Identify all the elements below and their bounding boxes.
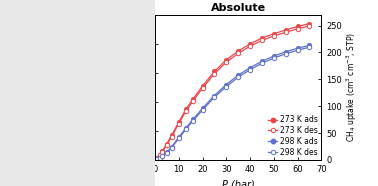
298 K ads bbox=[184, 127, 188, 129]
273 K ads bbox=[212, 70, 217, 73]
298 K des bbox=[169, 147, 174, 149]
Line: 273 K ads: 273 K ads bbox=[155, 21, 311, 160]
Y-axis label: CH$_4$ uptake (cm$^3$ g$^{-1}$, STP): CH$_4$ uptake (cm$^3$ g$^{-1}$, STP) bbox=[117, 36, 132, 139]
298 K ads bbox=[248, 67, 252, 69]
Y-axis label: CH$_4$ uptake (cm$^3$ cm$^{-3}$, STP): CH$_4$ uptake (cm$^3$ cm$^{-3}$, STP) bbox=[345, 32, 359, 142]
273 K ads bbox=[169, 134, 174, 136]
298 K des bbox=[284, 53, 288, 55]
273 K des bbox=[200, 87, 205, 89]
Line: 298 K ads: 298 K ads bbox=[155, 43, 311, 161]
298 K ads bbox=[164, 151, 169, 153]
Legend: 273 K ads, 273 K des, 298 K ads, 298 K des: 273 K ads, 273 K des, 298 K ads, 298 K d… bbox=[267, 114, 319, 158]
273 K des bbox=[177, 123, 181, 125]
298 K ads bbox=[236, 74, 240, 76]
298 K des bbox=[260, 62, 264, 65]
273 K des bbox=[160, 151, 164, 153]
X-axis label: P (bar): P (bar) bbox=[222, 179, 254, 186]
273 K ads bbox=[224, 59, 229, 61]
273 K ads bbox=[164, 143, 169, 145]
273 K des bbox=[307, 25, 312, 27]
273 K des bbox=[284, 31, 288, 33]
298 K des bbox=[160, 155, 164, 158]
273 K des bbox=[191, 100, 195, 102]
Title: Absolute: Absolute bbox=[211, 3, 266, 13]
273 K des bbox=[248, 45, 252, 47]
298 K ads bbox=[284, 51, 288, 53]
298 K des bbox=[155, 158, 160, 160]
298 K ads bbox=[191, 118, 195, 121]
273 K ads bbox=[200, 85, 205, 87]
298 K des bbox=[177, 137, 181, 140]
273 K ads bbox=[191, 98, 195, 100]
298 K des bbox=[158, 157, 162, 159]
273 K ads bbox=[155, 157, 160, 159]
298 K ads bbox=[158, 157, 162, 159]
273 K ads bbox=[307, 23, 312, 25]
Line: 273 K des: 273 K des bbox=[155, 24, 311, 160]
273 K des bbox=[224, 61, 229, 63]
273 K ads bbox=[271, 33, 276, 35]
298 K des bbox=[184, 128, 188, 130]
298 K des bbox=[191, 120, 195, 122]
273 K ads bbox=[160, 150, 164, 152]
298 K ads bbox=[295, 47, 300, 49]
298 K des bbox=[212, 96, 217, 98]
273 K ads bbox=[158, 154, 162, 156]
273 K des bbox=[295, 28, 300, 30]
298 K des bbox=[295, 49, 300, 51]
273 K des bbox=[164, 144, 169, 146]
Line: 298 K des: 298 K des bbox=[155, 45, 311, 161]
273 K des bbox=[169, 136, 174, 138]
298 K des bbox=[271, 57, 276, 59]
298 K ads bbox=[271, 55, 276, 57]
298 K des bbox=[307, 46, 312, 48]
273 K des bbox=[260, 39, 264, 41]
273 K ads bbox=[236, 50, 240, 52]
298 K des bbox=[236, 76, 240, 78]
273 K ads bbox=[184, 108, 188, 110]
273 K ads bbox=[260, 37, 264, 39]
298 K ads bbox=[160, 155, 164, 157]
273 K ads bbox=[248, 43, 252, 45]
273 K des bbox=[158, 154, 162, 156]
298 K ads bbox=[155, 158, 160, 160]
273 K des bbox=[271, 35, 276, 37]
298 K ads bbox=[307, 44, 312, 46]
298 K des bbox=[248, 69, 252, 71]
298 K ads bbox=[177, 136, 181, 138]
273 K des bbox=[236, 52, 240, 54]
298 K ads bbox=[224, 83, 229, 86]
298 K des bbox=[224, 85, 229, 88]
298 K ads bbox=[212, 94, 217, 97]
298 K des bbox=[200, 109, 205, 111]
273 K ads bbox=[284, 29, 288, 31]
273 K des bbox=[212, 73, 217, 75]
273 K des bbox=[155, 157, 160, 159]
298 K ads bbox=[169, 146, 174, 148]
273 K ads bbox=[295, 25, 300, 28]
298 K ads bbox=[200, 107, 205, 109]
273 K des bbox=[184, 110, 188, 112]
273 K ads bbox=[177, 121, 181, 123]
298 K ads bbox=[260, 60, 264, 62]
298 K des bbox=[164, 152, 169, 154]
